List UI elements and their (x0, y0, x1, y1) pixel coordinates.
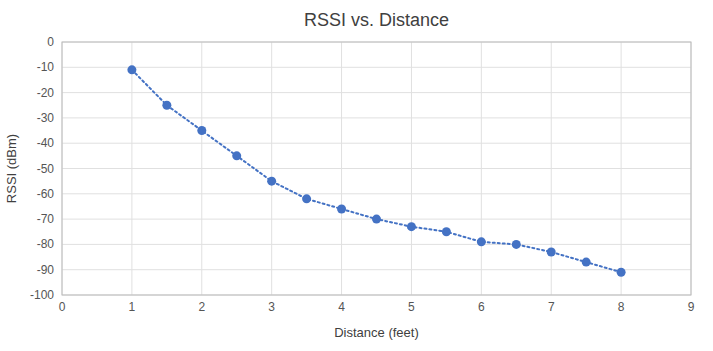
y-grid-line (62, 168, 691, 169)
y-tick-label: -10 (37, 60, 55, 74)
y-axis-label: RSSI (dBm) (4, 134, 19, 203)
chart: 0 1 2 3 4 5 6 7 8 9 0 -10 -20 -30 -40 -50 -60 -70 -80 -90 -1… (0, 0, 713, 351)
data-point (442, 227, 451, 236)
y-tick-label: -70 (37, 212, 55, 226)
x-tick-label: 6 (478, 300, 485, 314)
x-tick-label: 9 (688, 300, 695, 314)
x-tick-label: 0 (59, 300, 66, 314)
data-point (372, 215, 381, 224)
data-point (232, 151, 241, 160)
y-grid-line (62, 143, 691, 144)
y-tick-label: -60 (37, 187, 55, 201)
y-grid-line (62, 117, 691, 118)
grid (62, 42, 691, 295)
y-tick-label: -90 (37, 263, 55, 277)
series (127, 65, 625, 276)
x-axis-label: Distance (feet) (334, 325, 419, 340)
data-point (617, 268, 626, 277)
y-grid-line (62, 67, 691, 68)
y-tick-label: -100 (30, 288, 54, 302)
x-tick-label: 8 (618, 300, 625, 314)
data-point (477, 237, 486, 246)
plot-frame (62, 42, 691, 295)
x-tick-label: 2 (198, 300, 205, 314)
x-tick-label: 4 (338, 300, 345, 314)
x-tick-label: 5 (408, 300, 415, 314)
data-line (132, 70, 621, 272)
y-tick-label: 0 (47, 35, 54, 49)
x-tick-label: 1 (129, 300, 136, 314)
y-tick-label: -80 (37, 237, 55, 251)
data-point (197, 126, 206, 135)
data-point (337, 204, 346, 213)
data-point (127, 65, 136, 74)
y-grid-line (62, 193, 691, 194)
data-point (267, 177, 276, 186)
data-point (407, 222, 416, 231)
y-tick-label: -40 (37, 136, 55, 150)
x-tick-label: 3 (268, 300, 275, 314)
y-grid-line (62, 269, 691, 270)
data-point (162, 101, 171, 110)
x-tick-label: 7 (548, 300, 555, 314)
y-tick-label: -20 (37, 86, 55, 100)
data-point (582, 258, 591, 267)
y-grid-line (62, 244, 691, 245)
y-tick-label: -50 (37, 162, 55, 176)
y-tick-label: -30 (37, 111, 55, 125)
y-grid-line (62, 92, 691, 93)
data-point (302, 194, 311, 203)
data-point (547, 247, 556, 256)
data-point (512, 240, 521, 249)
title: RSSI vs. Distance (304, 10, 449, 30)
